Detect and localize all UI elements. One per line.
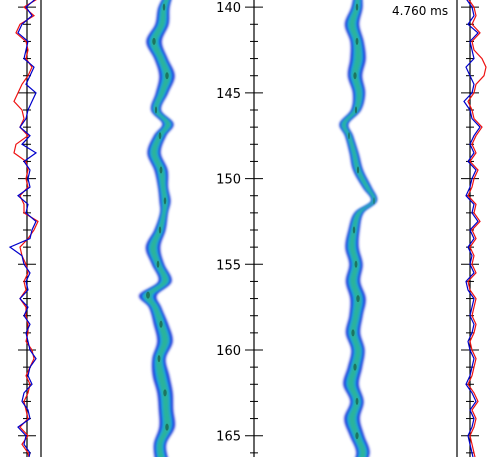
left-flame-core-spot <box>165 72 169 80</box>
right-flame-core-spot <box>354 260 358 268</box>
left-flame-core-spot <box>156 260 160 268</box>
right-flame-image <box>339 0 378 457</box>
left-profile-blue-line <box>8 0 38 457</box>
y-tick-label: 160 <box>216 344 241 359</box>
right-profile-blue-line <box>463 0 481 457</box>
right-flame-core-spot <box>353 72 357 80</box>
time-label: 4.760 ms <box>392 4 448 18</box>
left-flame-core-spot <box>162 3 166 11</box>
right-flame-core-spot <box>353 363 357 371</box>
right-profile-panel <box>456 0 487 457</box>
right-flame-core-spot <box>355 37 359 45</box>
left-flame-core-spot <box>152 37 156 45</box>
right-flame-outer-layer <box>339 0 378 457</box>
y-tick-label: 155 <box>216 258 241 273</box>
y-tick-label: 140 <box>216 1 241 16</box>
y-tick-label: 150 <box>216 173 241 188</box>
right-flame-core-spot <box>373 197 375 205</box>
right-flame-core-spot <box>355 397 359 405</box>
y-tick-label: 145 <box>216 87 241 102</box>
left-flame-core-spot <box>158 132 162 140</box>
left-flame-core-spot <box>154 106 158 114</box>
left-flame-core-spot <box>157 355 161 363</box>
left-flame-core-layer <box>144 0 171 457</box>
right-flame-core-spot <box>356 295 360 303</box>
right-flame-core-spot <box>356 166 360 174</box>
left-flame-core-spot <box>159 166 163 174</box>
left-flame-core-spot <box>158 226 162 234</box>
center-axis: 140 145 150 155 160 165 <box>216 0 263 457</box>
right-flame-core-spot <box>354 106 358 114</box>
right-flame-mid-layer <box>340 0 377 457</box>
left-flame-core-spot <box>146 291 150 299</box>
left-flame-core-spot <box>159 320 163 328</box>
left-flame-core-spot <box>165 423 169 431</box>
right-flame-core-spot <box>355 432 359 440</box>
left-flame-core-spot <box>163 197 167 205</box>
left-profile-panel <box>8 0 42 457</box>
left-profile-red-line <box>13 0 39 457</box>
right-profile-red-line <box>467 0 487 457</box>
right-flame-core-spot <box>348 132 350 140</box>
left-flame-image <box>139 0 176 457</box>
right-flame-core-spot <box>352 226 356 234</box>
left-flame-core-spot <box>163 389 167 397</box>
right-flame-core-spot <box>355 3 359 11</box>
right-flame-core-spot <box>351 329 355 337</box>
right-flame-core-layer <box>342 0 376 457</box>
y-tick-label: 165 <box>216 430 241 445</box>
